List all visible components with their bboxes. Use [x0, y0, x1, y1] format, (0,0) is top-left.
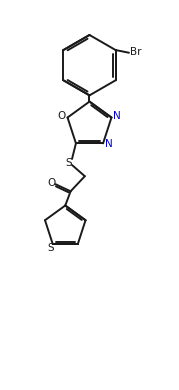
Text: O: O	[58, 111, 66, 121]
Text: N: N	[105, 139, 113, 149]
Text: N: N	[113, 111, 121, 121]
Text: Br: Br	[130, 47, 142, 57]
Text: S: S	[47, 243, 54, 253]
Text: O: O	[48, 178, 56, 188]
Text: S: S	[66, 158, 72, 168]
